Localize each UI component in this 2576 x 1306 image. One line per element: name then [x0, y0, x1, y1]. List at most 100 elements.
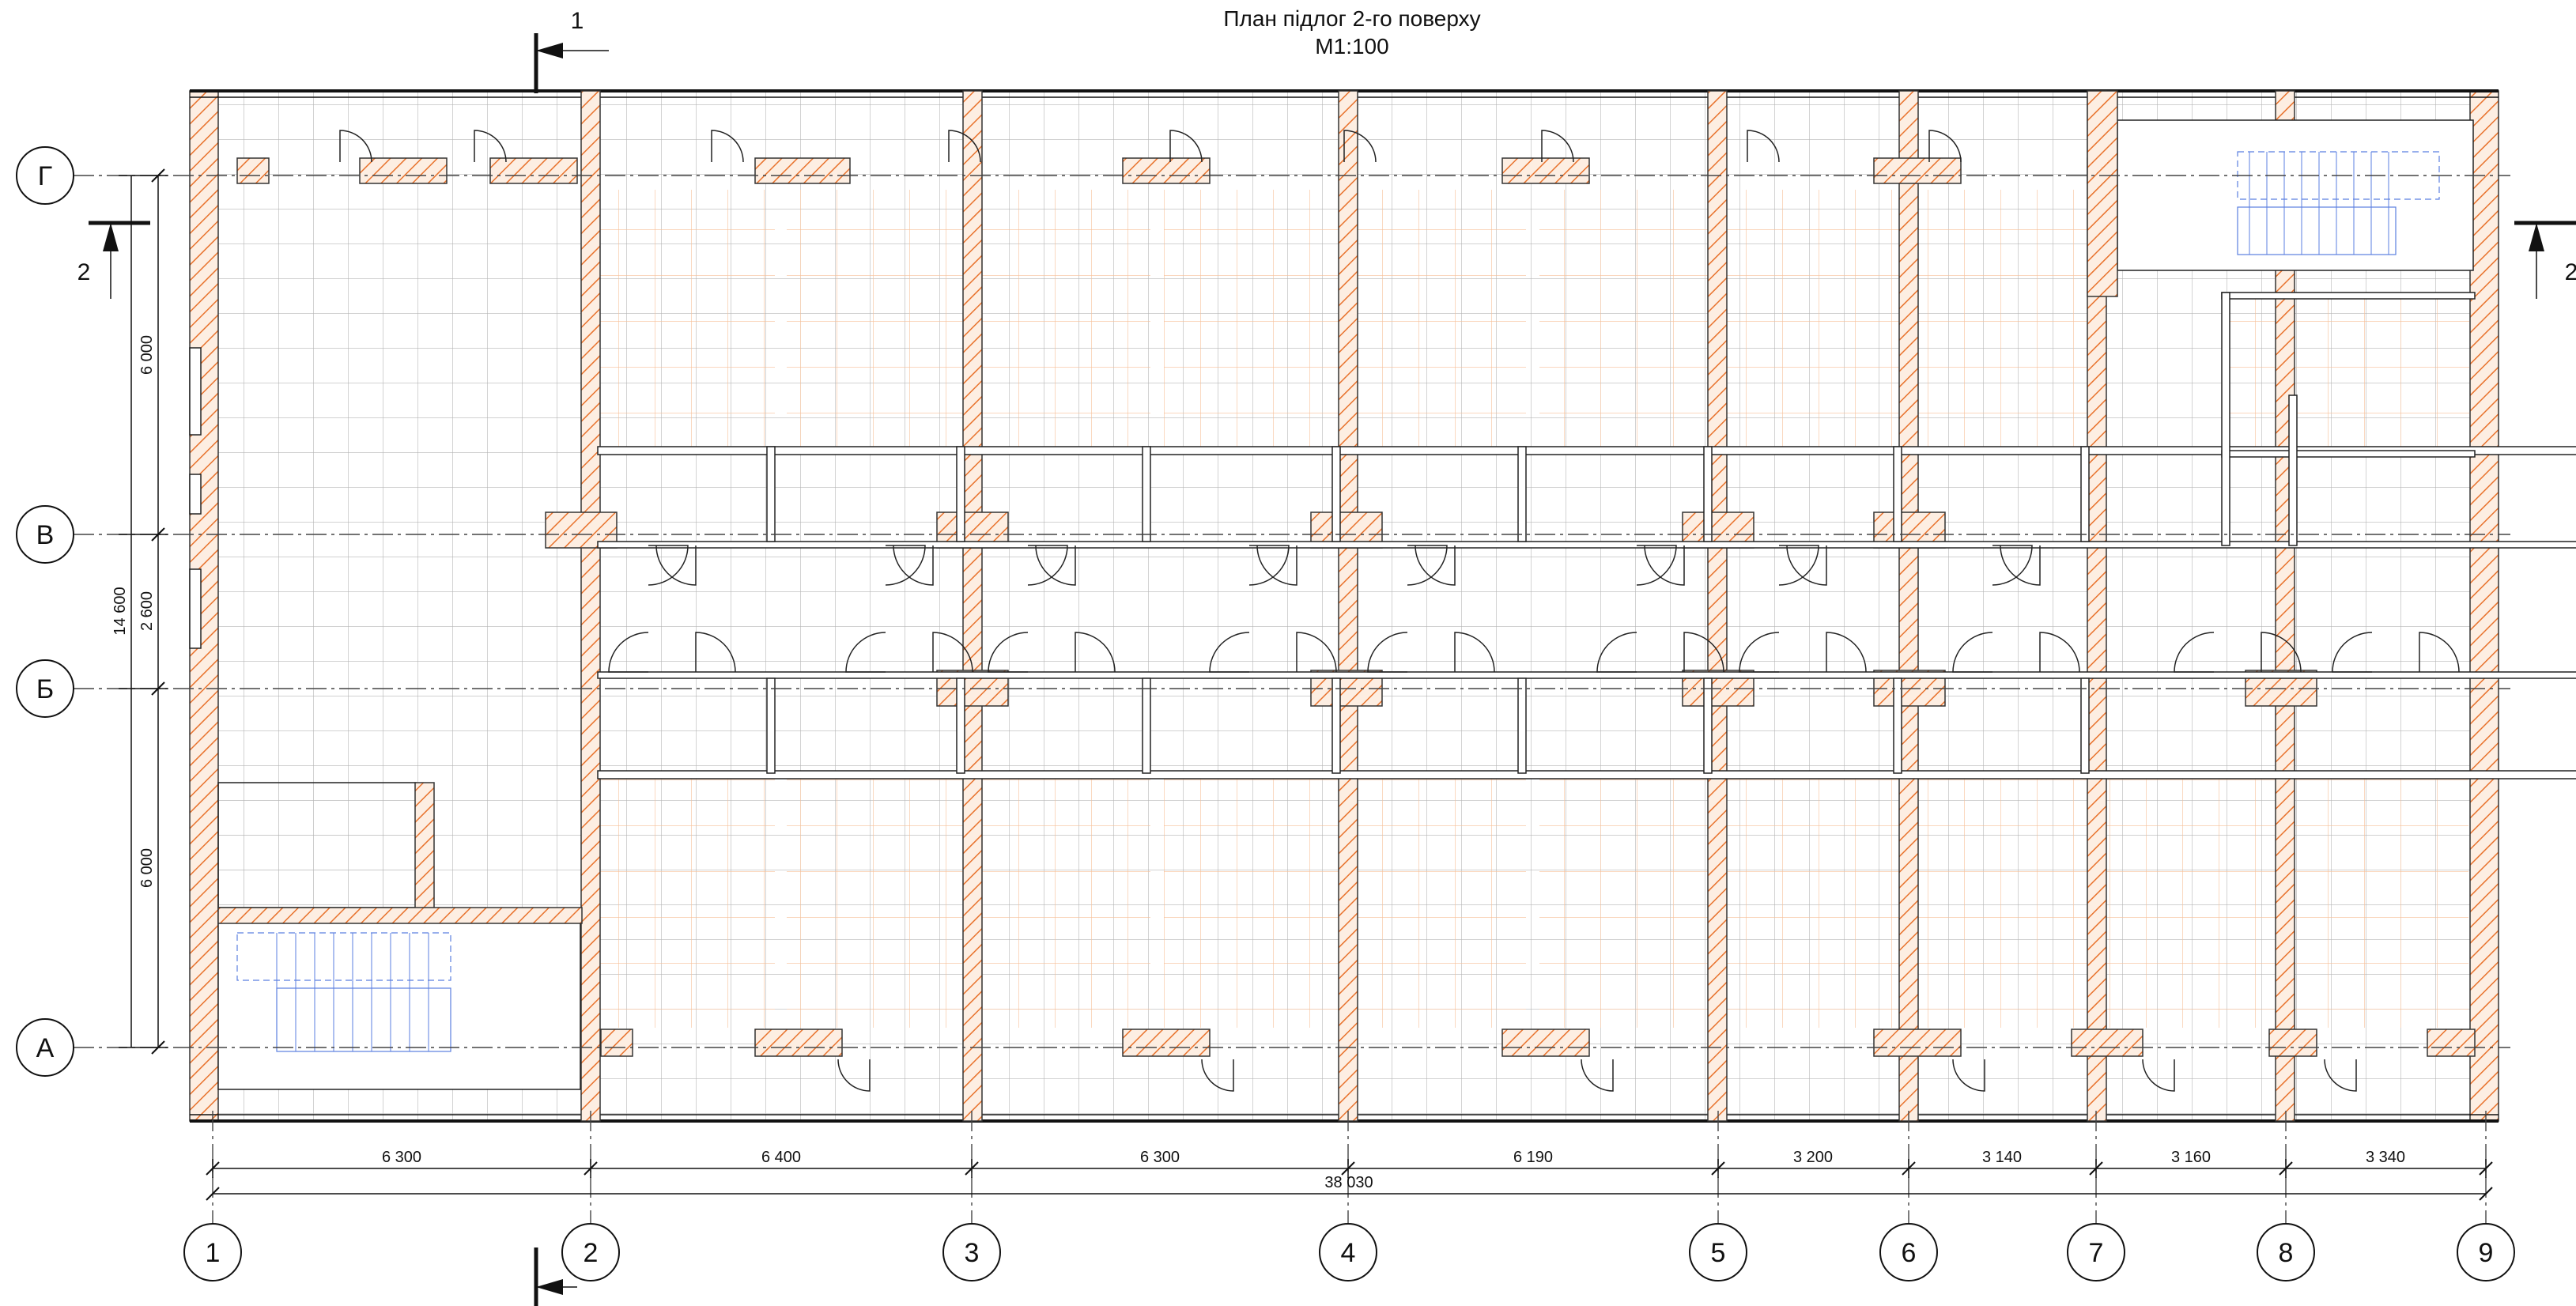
svg-text:2: 2: [77, 259, 91, 285]
vestibule-wall-top-5: [1517, 446, 1527, 542]
dim-slash-bay-6: [1902, 1161, 1916, 1176]
vestibule-wall-top-7: [1893, 446, 1902, 542]
facade-pier-bottom-7: [2268, 1029, 2317, 1057]
facade-pier-bottom-1: [600, 1029, 633, 1057]
door-bottom-facade-11: [1201, 1059, 1234, 1092]
svg-text:5: 5: [1711, 1238, 1726, 1268]
dim-slash-bay-9: [2479, 1161, 2493, 1176]
room-tile-bottom-5: [1355, 779, 1526, 1028]
corridor-partition-1: [597, 446, 2576, 455]
column-axis-bubble-1: 1: [183, 1223, 242, 1281]
door-corridor-v-28: [1778, 545, 1819, 586]
column-axis-bubble-6: 6: [1879, 1223, 1938, 1281]
vestibule-wall-top-3: [1142, 446, 1151, 542]
room-tile-bottom-3: [979, 779, 1150, 1028]
facade-pier-top-7: [1873, 157, 1962, 184]
svg-text:Г: Г: [38, 161, 52, 191]
door-corridor-bb-49: [2261, 632, 2302, 673]
door-corridor-vb-29: [1786, 545, 1827, 586]
wall-cross-3: [962, 90, 983, 1122]
door-corridor-v-16: [648, 545, 689, 586]
door-corridor-bb-43: [1683, 632, 1724, 673]
dim-slash-bay-3: [965, 1161, 979, 1176]
door-bottom-facade-13: [1952, 1059, 1985, 1092]
window-left-2: [189, 474, 202, 515]
door-corridor-bb-41: [1454, 632, 1495, 673]
dim-slash-bay-7: [2089, 1161, 2103, 1176]
row-axis-bubble-g: Г: [16, 146, 74, 205]
dim-slash-bay-4: [1341, 1161, 1355, 1176]
door-corridor-vb-19: [893, 545, 934, 586]
svg-text:2: 2: [584, 1238, 599, 1268]
bay-dimension-5: 3 200: [1793, 1149, 1833, 1166]
door-bottom-facade-10: [837, 1059, 871, 1092]
wall-stair-left-top: [217, 907, 583, 924]
partition-right-1: [2221, 292, 2476, 300]
door-top-facade-9: [1928, 130, 1962, 163]
door-corridor-vb-21: [1035, 545, 1076, 586]
section-marker-1-top: 1: [534, 8, 609, 93]
vestibule-wall-top-4: [1331, 446, 1341, 542]
vestibule-wall-bottom-1: [766, 678, 776, 774]
facade-pier-bottom-2: [754, 1029, 843, 1057]
door-top-facade-2: [474, 130, 507, 163]
vestibule-wall-top-8: [2080, 446, 2090, 542]
svg-text:9: 9: [2479, 1238, 2494, 1268]
row-axis-bubble-v: В: [16, 505, 74, 564]
column-axis-bubble-7: 7: [2067, 1223, 2125, 1281]
facade-pier-bottom-5: [1873, 1029, 1962, 1057]
dim-slash-row-1: [151, 168, 165, 183]
facade-pier-top-1: [236, 157, 270, 184]
vestibule-wall-top-6: [1703, 446, 1713, 542]
section-marker-1-bottom: [534, 1247, 577, 1306]
corridor-partition-2: [597, 541, 2576, 549]
svg-text:4: 4: [1341, 1238, 1356, 1268]
door-corridor-b-38: [1209, 632, 1250, 673]
svg-text:1: 1: [571, 8, 584, 34]
room-tile-top-5: [1355, 190, 1526, 447]
row-axis-bubble-a: А: [16, 1018, 74, 1077]
bay-dimension-6: 3 140: [1982, 1149, 2022, 1166]
section-marker-2-left: 2: [77, 221, 150, 299]
svg-text:Б: Б: [36, 674, 54, 704]
dim-slash-row-4: [151, 1040, 165, 1055]
door-corridor-v-24: [1407, 545, 1448, 586]
svg-text:1: 1: [206, 1238, 221, 1268]
room-tile-bottom-10: [2295, 779, 2468, 1028]
vestibule-wall-bottom-7: [1893, 678, 1902, 774]
door-corridor-v-20: [1027, 545, 1068, 586]
facade-pier-top-5: [1122, 157, 1211, 184]
column-axis-bubble-9: 9: [2457, 1223, 2515, 1281]
vestibule-wall-top-1: [766, 446, 776, 542]
partition-right-2: [2221, 450, 2476, 458]
room-tile-bottom-9: [2106, 779, 2279, 1028]
room-tile-top-7: [1725, 190, 1902, 447]
room-tile-bottom-2: [787, 779, 965, 1028]
room-tile-top-2: [787, 190, 965, 447]
room-tile-top-3: [979, 190, 1150, 447]
dim-slash-total-2: [2479, 1187, 2493, 1201]
door-corridor-b-44: [1739, 632, 1780, 673]
total-length-dimension: 38 030: [1324, 1174, 1373, 1191]
door-top-facade-5: [1169, 130, 1203, 163]
room-tile-bottom-7: [1725, 779, 1902, 1028]
facade-pier-top-3: [489, 157, 578, 184]
wall-small-room-left: [414, 782, 435, 910]
partition-right-3: [2221, 292, 2230, 546]
door-top-facade-7: [1541, 130, 1574, 163]
drawing-title: План підлог 2-го поверху: [1223, 6, 1480, 31]
vestibule-wall-bottom-2: [956, 678, 965, 774]
wall-cross-4: [1338, 90, 1358, 1122]
vestibule-wall-bottom-6: [1703, 678, 1713, 774]
column-axis-bubble-3: 3: [942, 1223, 1001, 1281]
door-corridor-bb-37: [1075, 632, 1116, 673]
stair-block-left: [217, 908, 581, 1090]
facade-pier-top-6: [1501, 157, 1590, 184]
section-marker-2-right: 2: [2514, 221, 2576, 299]
wall-cross-5: [1707, 90, 1728, 1122]
door-corridor-b-40: [1367, 632, 1408, 673]
dim-slash-bay-2: [584, 1161, 598, 1176]
svg-text:А: А: [36, 1033, 55, 1063]
door-corridor-vb-25: [1415, 545, 1456, 586]
stair-flight-left: [236, 932, 451, 1052]
